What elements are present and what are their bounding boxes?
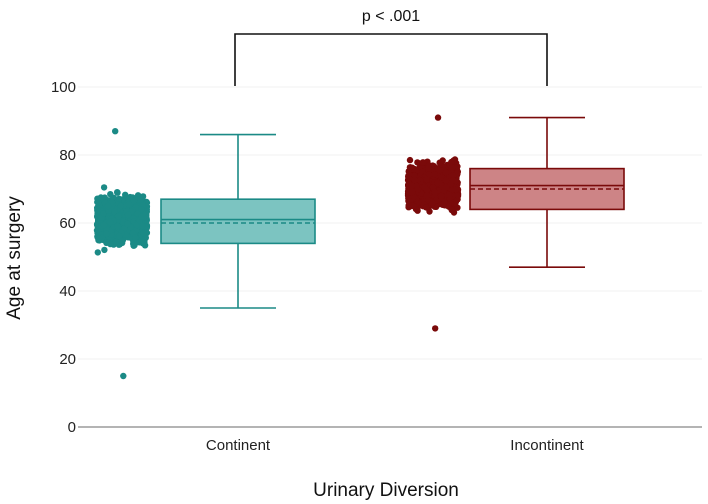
data-point xyxy=(405,175,413,182)
data-point xyxy=(439,201,446,208)
data-point xyxy=(137,196,144,204)
data-point xyxy=(103,230,110,238)
data-point xyxy=(453,186,460,193)
data-point xyxy=(115,213,122,220)
data-point xyxy=(434,114,442,121)
data-point xyxy=(139,238,147,245)
y-tick-label: 100 xyxy=(51,79,76,96)
data-point xyxy=(425,164,432,172)
data-point xyxy=(436,159,443,166)
data-point xyxy=(114,189,121,196)
data-point xyxy=(431,171,438,178)
bracket-line xyxy=(234,33,548,86)
data-point xyxy=(124,220,131,228)
x-tick-label: Incontinent xyxy=(510,437,584,454)
data-point xyxy=(125,201,133,208)
data-point xyxy=(413,182,420,190)
data-point xyxy=(95,235,103,242)
data-point xyxy=(114,222,121,230)
data-point xyxy=(438,192,445,199)
data-point xyxy=(436,166,443,174)
data-point xyxy=(138,213,145,220)
y-tick-label: 0 xyxy=(68,419,76,436)
data-point xyxy=(421,183,428,191)
data-point xyxy=(138,206,145,213)
data-point xyxy=(454,192,462,200)
data-point xyxy=(111,128,119,135)
data-point xyxy=(454,204,461,211)
data-point xyxy=(429,199,436,207)
data-point xyxy=(406,164,414,171)
data-point xyxy=(117,202,125,210)
group-continent xyxy=(93,128,316,380)
y-tick-label: 60 xyxy=(59,215,76,232)
data-point xyxy=(115,195,123,202)
data-point xyxy=(434,179,441,187)
data-point xyxy=(431,325,439,332)
data-point xyxy=(131,234,139,241)
data-point xyxy=(448,164,456,171)
data-point xyxy=(450,177,457,184)
data-point xyxy=(442,169,450,176)
data-point xyxy=(414,159,421,166)
plot-groups xyxy=(93,114,625,380)
data-point xyxy=(411,176,418,184)
data-point xyxy=(419,159,427,166)
significance-bracket: p < .001 xyxy=(234,8,548,86)
box-iqr xyxy=(160,198,316,245)
data-point xyxy=(124,194,131,201)
data-point xyxy=(425,171,433,178)
data-point xyxy=(111,208,118,216)
data-point xyxy=(133,221,140,229)
data-point xyxy=(108,198,116,206)
data-point xyxy=(448,206,455,214)
data-point xyxy=(406,156,414,164)
data-point xyxy=(450,157,457,164)
group-incontinent xyxy=(404,114,625,332)
data-point xyxy=(100,210,107,217)
data-point xyxy=(100,184,108,191)
jitter-points xyxy=(93,128,151,380)
x-axis-ticks: Continent Incontinent xyxy=(206,437,585,454)
data-point xyxy=(94,249,102,256)
p-value-label: p < .001 xyxy=(362,8,420,25)
data-point xyxy=(446,191,453,198)
data-point xyxy=(124,211,132,218)
data-point xyxy=(431,188,438,196)
data-point xyxy=(131,242,138,249)
data-point xyxy=(106,218,114,226)
x-axis-title: Urinary Diversion xyxy=(313,480,459,501)
data-point xyxy=(105,207,112,214)
data-point xyxy=(116,232,123,240)
data-point xyxy=(101,246,108,254)
data-point xyxy=(118,237,125,245)
data-point xyxy=(112,238,120,246)
data-point xyxy=(408,182,416,189)
data-point xyxy=(100,221,108,229)
data-point xyxy=(120,372,127,380)
data-point xyxy=(442,177,450,184)
data-point xyxy=(423,176,430,183)
data-point xyxy=(408,202,416,210)
data-point xyxy=(423,192,431,199)
data-point xyxy=(95,199,102,206)
data-point xyxy=(443,184,450,191)
data-point xyxy=(138,222,146,230)
data-point xyxy=(423,204,430,211)
jitter-points xyxy=(404,114,462,332)
y-tick-label: 80 xyxy=(59,147,76,164)
data-point xyxy=(104,202,112,210)
y-tick-label: 20 xyxy=(59,351,76,368)
x-tick-label: Continent xyxy=(206,437,271,454)
data-point xyxy=(140,230,147,237)
y-axis-ticks: 0 20 40 60 80 100 xyxy=(51,79,76,436)
data-point xyxy=(107,240,114,248)
y-axis-title: Age at surgery xyxy=(4,196,25,320)
y-tick-label: 40 xyxy=(59,283,76,300)
data-point xyxy=(449,172,457,179)
